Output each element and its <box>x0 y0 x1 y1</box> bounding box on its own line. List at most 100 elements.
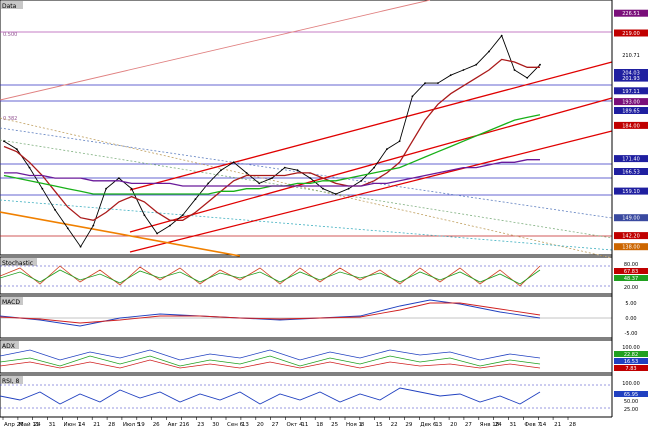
close-point <box>424 82 426 84</box>
price-axis-label-bg <box>614 87 648 95</box>
price-level-lines <box>0 31 612 237</box>
close-point <box>296 169 299 172</box>
close-point <box>539 63 541 66</box>
axis-label: 100.00 <box>622 381 640 387</box>
fib-label: 0.500 <box>3 32 17 38</box>
price-axis-label-bg <box>614 98 648 106</box>
price-axis-label-bg <box>614 51 648 59</box>
rsi-indicator <box>0 384 612 409</box>
close-point <box>449 74 452 77</box>
close-point <box>283 166 286 169</box>
x-tick-label: 19 <box>138 422 145 428</box>
price-axis-label: 166.53 <box>622 170 640 176</box>
close-point <box>360 179 363 182</box>
price-axis-label: 201.93 <box>622 76 640 82</box>
axis-label: 16.53 <box>624 359 638 365</box>
price-axis-label-bg <box>614 29 648 37</box>
price-axis-label: 210.71 <box>622 53 640 59</box>
x-tick-label: 28 <box>108 422 115 428</box>
close-point <box>245 172 248 174</box>
close-point <box>41 187 44 190</box>
x-tick-label: 21 <box>93 422 100 428</box>
panel-titles: Data Stochastic MACD ADX RSI, 8 <box>1 1 37 385</box>
close-point <box>411 95 414 98</box>
close-point <box>54 208 56 211</box>
close-point <box>526 77 529 79</box>
stochastic-d-line <box>0 269 541 285</box>
close-point <box>232 161 235 164</box>
price-axis-label-bg <box>614 168 648 175</box>
x-tick-label: 14 <box>78 422 85 428</box>
x-tick-label: 29 <box>405 422 412 428</box>
plus-di-line <box>0 355 541 367</box>
close-point <box>398 140 401 143</box>
orange-trend-line <box>0 211 241 257</box>
close-point <box>500 34 503 37</box>
close-point <box>169 224 171 227</box>
x-tick-label: 30 <box>212 422 219 428</box>
axis-label: 0.00 <box>625 316 636 322</box>
price-axis-label-bg <box>614 232 648 240</box>
x-tick-label: Дек 6 <box>420 422 437 428</box>
close-point <box>194 198 197 201</box>
close-point <box>207 182 210 185</box>
adx-line <box>0 349 541 361</box>
close-point <box>66 227 69 230</box>
price-axis-label-bg <box>614 121 648 129</box>
x-tick-label: 20 <box>257 422 264 428</box>
axis-label: 67.83 <box>624 269 638 275</box>
close-point <box>347 187 350 190</box>
x-tick-label: Апр 26 <box>4 422 24 428</box>
close-point <box>322 187 324 190</box>
axis-label-bg <box>614 351 648 357</box>
price-axis-label-bg <box>614 243 648 251</box>
x-tick-label: Май 11 <box>19 421 39 428</box>
stochastic-k-line <box>0 265 541 287</box>
close-point <box>386 148 388 151</box>
close-point <box>373 166 375 169</box>
close-point <box>513 69 516 71</box>
close-point <box>475 63 478 66</box>
x-tick-label: Июл 5 <box>123 422 141 428</box>
stochastic-title-bg <box>1 258 37 266</box>
x-tick-label: 25 <box>331 422 338 428</box>
x-tick-label: 21 <box>554 422 561 428</box>
series-line-ma-purple <box>4 159 540 187</box>
close-point <box>181 214 184 217</box>
x-tick-label: 13 <box>435 422 442 428</box>
x-tick-label: Фев 7 <box>524 422 541 428</box>
price-axis-label: 149.00 <box>622 216 640 222</box>
x-tick-label: 24 <box>495 422 502 428</box>
axis-label: -5.00 <box>625 331 638 337</box>
adx-title-bg <box>1 341 19 349</box>
channel-upper-line <box>129 61 613 191</box>
axis-label-bg <box>614 358 648 364</box>
price-axis-label-bg <box>614 187 648 195</box>
price-axis-label: 193.00 <box>622 100 640 106</box>
macd-indicator <box>0 299 612 327</box>
price-axis-label-bg <box>614 107 648 114</box>
price-panel-title: Data <box>2 3 17 10</box>
rsi-panel-title: RSI, 8 <box>2 378 20 385</box>
price-series-group <box>3 34 541 248</box>
close-point <box>3 140 5 143</box>
series-line-sma <box>3 58 540 221</box>
close-point <box>258 182 261 185</box>
macd-panel-title: MACD <box>2 299 20 306</box>
price-axis-label: 171.40 <box>622 157 640 163</box>
x-tick-label: 26 <box>153 422 160 428</box>
x-tick-label: 8 <box>361 422 365 428</box>
axis-label: 7.83 <box>625 366 636 372</box>
fib-label: 0.382 <box>3 116 17 122</box>
stochastic-panel-title: Stochastic <box>2 260 33 267</box>
price-axis-label: 219.00 <box>622 31 640 37</box>
x-tick-label: 27 <box>272 422 279 428</box>
x-tick-label: 18 <box>316 422 323 428</box>
close-point <box>156 232 159 235</box>
x-tick-label: 27 <box>465 422 472 428</box>
axis-label-bg <box>614 391 648 397</box>
macd-title-bg <box>1 297 23 305</box>
